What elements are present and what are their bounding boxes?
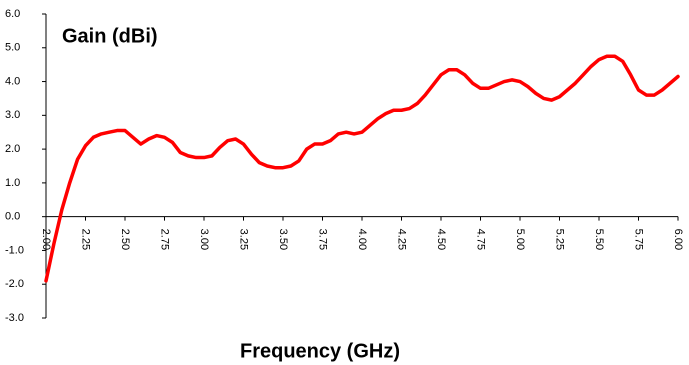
y-tick-label: 3.0: [5, 109, 20, 121]
y-tick-label: 5.0: [5, 42, 20, 54]
x-tick-label: 5.50: [593, 229, 605, 250]
x-tick-label: 2.25: [80, 229, 92, 250]
data-line: [44, 54, 680, 283]
x-tick-label: 3.50: [277, 229, 289, 250]
y-tick-label: 0.0: [5, 211, 20, 223]
y-tick-label: -2.0: [5, 278, 24, 290]
y-tick-label: 4.0: [5, 75, 20, 87]
x-tick-label: 4.50: [435, 229, 447, 250]
x-tick-label: 4.25: [396, 229, 408, 250]
y-tick-label: 2.0: [5, 143, 20, 155]
y-tick-label: -3.0: [5, 312, 24, 324]
x-tick-label: 5.25: [554, 229, 566, 250]
chart-title: Gain (dBi): [62, 25, 158, 47]
x-tick-label: 5.75: [633, 229, 645, 250]
y-tick-label: 1.0: [5, 177, 20, 189]
x-tick-label: 3.00: [198, 229, 210, 250]
x-tick-label: 2.50: [119, 229, 131, 250]
x-tick-label: 2.00: [40, 229, 52, 250]
x-tick-label: 4.75: [475, 229, 487, 250]
x-tick-label: 4.00: [356, 229, 368, 250]
x-tick-label: 3.75: [317, 229, 329, 250]
y-tick-label: -1.0: [5, 244, 24, 256]
x-axis-label: Frequency (GHz): [240, 340, 400, 362]
y-tick-label: 6.0: [5, 8, 20, 20]
x-tick-label: 6.00: [672, 229, 684, 250]
x-tick-label: 5.00: [514, 229, 526, 250]
x-tick-label: 2.75: [159, 229, 171, 250]
x-tick-label: 3.25: [238, 229, 250, 250]
